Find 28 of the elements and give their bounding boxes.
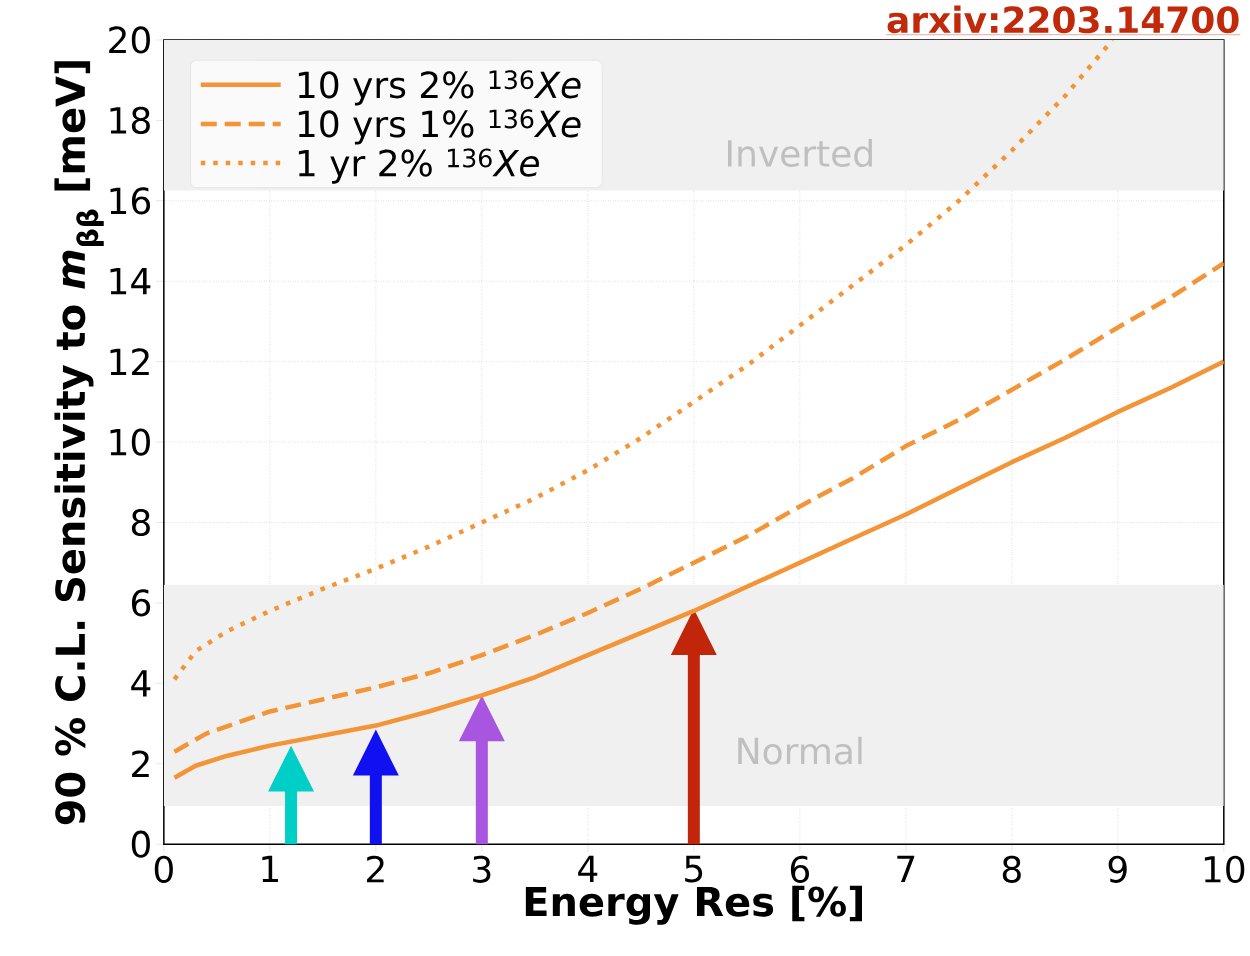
x-tick-label: 7 <box>897 855 915 882</box>
legend-label: 1 yr 2% $^{136}$Xe <box>298 148 539 184</box>
y-tick-label: 18 <box>110 106 150 134</box>
y-tick-label: 8 <box>131 508 150 537</box>
x-tick-label: 5 <box>685 855 703 883</box>
x-tick-label: 10 <box>1204 855 1245 883</box>
x-tick-label: 1 <box>262 855 278 882</box>
x-tick-label: 3 <box>473 855 491 883</box>
x-tick-label: 4 <box>578 855 598 882</box>
y-tick-label: 2 <box>132 750 149 778</box>
x-axis-title: Energy Res [%] <box>525 885 862 925</box>
y-tick-label: 0 <box>131 830 150 858</box>
y-tick-label: 12 <box>110 348 149 375</box>
x-tick-label: 0 <box>154 855 173 883</box>
y-axis-title: 90 % C.L. Sensitivity to m$_{ββ}$ [meV] <box>54 61 104 825</box>
y-tick-label: 4 <box>131 670 151 697</box>
x-tick-label: 8 <box>1002 855 1021 883</box>
x-tick-label: 2 <box>367 855 384 883</box>
y-tick-label: 10 <box>110 428 150 456</box>
y-tick-label: 16 <box>110 187 151 215</box>
x-tick-label: 6 <box>790 855 809 883</box>
legend-label: 10 yrs 1% $^{136}$Xe <box>298 109 581 145</box>
x-tick-label: 9 <box>1108 855 1127 883</box>
y-tick-label: 14 <box>110 268 151 295</box>
legend-label: 10 yrs 2% $^{136}$Xe <box>298 70 581 106</box>
y-tick-label: 20 <box>109 26 150 54</box>
text: arxiv:2203.14700 <box>887 5 1239 34</box>
y-tick-label: 6 <box>131 589 151 617</box>
